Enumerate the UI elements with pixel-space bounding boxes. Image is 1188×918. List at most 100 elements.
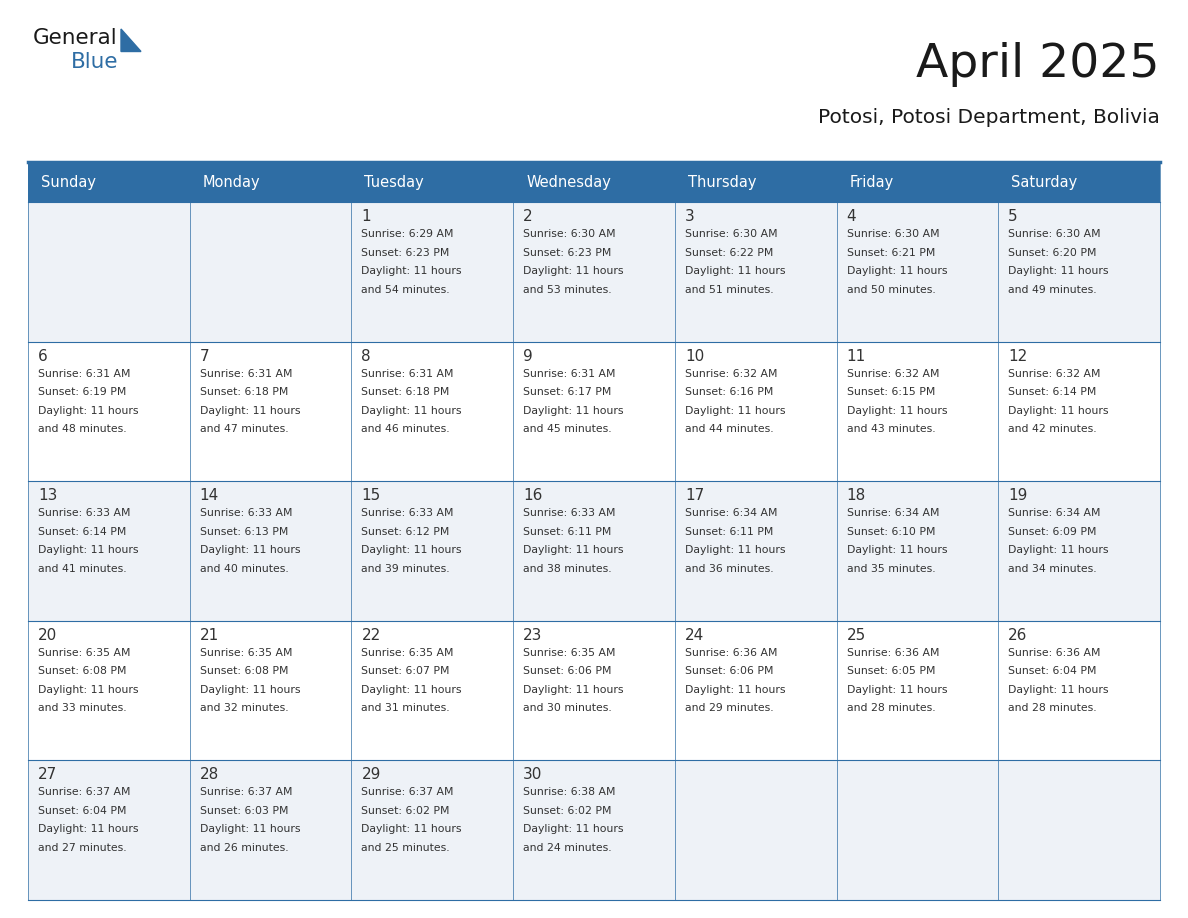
- Text: Sunrise: 6:30 AM: Sunrise: 6:30 AM: [847, 229, 940, 239]
- Text: Daylight: 11 hours: Daylight: 11 hours: [523, 266, 624, 276]
- Text: Sunset: 6:23 PM: Sunset: 6:23 PM: [361, 248, 450, 258]
- Text: Sunset: 6:18 PM: Sunset: 6:18 PM: [200, 387, 287, 397]
- Text: Blue: Blue: [71, 52, 119, 72]
- Text: Sunrise: 6:33 AM: Sunrise: 6:33 AM: [361, 509, 454, 518]
- Text: and 51 minutes.: and 51 minutes.: [684, 285, 773, 295]
- Text: Sunset: 6:05 PM: Sunset: 6:05 PM: [847, 666, 935, 677]
- Text: Sunrise: 6:37 AM: Sunrise: 6:37 AM: [200, 788, 292, 798]
- Text: Daylight: 11 hours: Daylight: 11 hours: [38, 545, 139, 555]
- Text: Daylight: 11 hours: Daylight: 11 hours: [200, 406, 301, 416]
- Text: Sunrise: 6:38 AM: Sunrise: 6:38 AM: [523, 788, 615, 798]
- Text: and 36 minutes.: and 36 minutes.: [684, 564, 773, 574]
- Text: 12: 12: [1009, 349, 1028, 364]
- Text: and 34 minutes.: and 34 minutes.: [1009, 564, 1097, 574]
- Text: Friday: Friday: [849, 174, 893, 189]
- Bar: [29, 162, 1159, 202]
- Text: Sunrise: 6:34 AM: Sunrise: 6:34 AM: [847, 509, 939, 518]
- Text: 30: 30: [523, 767, 543, 782]
- Text: 3: 3: [684, 209, 695, 224]
- Text: Sunrise: 6:32 AM: Sunrise: 6:32 AM: [847, 369, 939, 378]
- Text: Daylight: 11 hours: Daylight: 11 hours: [847, 406, 947, 416]
- Text: Sunrise: 6:37 AM: Sunrise: 6:37 AM: [361, 788, 454, 798]
- Text: and 33 minutes.: and 33 minutes.: [38, 703, 127, 713]
- Text: and 28 minutes.: and 28 minutes.: [847, 703, 935, 713]
- Text: 20: 20: [38, 628, 57, 643]
- Text: Daylight: 11 hours: Daylight: 11 hours: [38, 685, 139, 695]
- Text: Daylight: 11 hours: Daylight: 11 hours: [847, 266, 947, 276]
- Text: Sunset: 6:18 PM: Sunset: 6:18 PM: [361, 387, 450, 397]
- Text: Daylight: 11 hours: Daylight: 11 hours: [1009, 266, 1108, 276]
- Text: Daylight: 11 hours: Daylight: 11 hours: [847, 545, 947, 555]
- Text: 13: 13: [38, 488, 57, 503]
- Text: Sunset: 6:04 PM: Sunset: 6:04 PM: [1009, 666, 1097, 677]
- Text: General: General: [33, 28, 118, 48]
- Text: 16: 16: [523, 488, 543, 503]
- Text: and 48 minutes.: and 48 minutes.: [38, 424, 127, 434]
- Text: 5: 5: [1009, 209, 1018, 224]
- Text: Sunrise: 6:30 AM: Sunrise: 6:30 AM: [523, 229, 615, 239]
- Text: Sunset: 6:12 PM: Sunset: 6:12 PM: [361, 527, 450, 537]
- Text: and 44 minutes.: and 44 minutes.: [684, 424, 773, 434]
- Text: 11: 11: [847, 349, 866, 364]
- Text: 19: 19: [1009, 488, 1028, 503]
- Text: Daylight: 11 hours: Daylight: 11 hours: [38, 406, 139, 416]
- Text: Sunrise: 6:36 AM: Sunrise: 6:36 AM: [684, 648, 777, 658]
- Text: Daylight: 11 hours: Daylight: 11 hours: [361, 266, 462, 276]
- Text: 15: 15: [361, 488, 380, 503]
- Text: Sunrise: 6:36 AM: Sunrise: 6:36 AM: [1009, 648, 1101, 658]
- Text: and 53 minutes.: and 53 minutes.: [523, 285, 612, 295]
- Text: and 46 minutes.: and 46 minutes.: [361, 424, 450, 434]
- Bar: [29, 481, 1159, 621]
- Text: and 24 minutes.: and 24 minutes.: [523, 843, 612, 853]
- Text: Daylight: 11 hours: Daylight: 11 hours: [361, 545, 462, 555]
- Text: Daylight: 11 hours: Daylight: 11 hours: [361, 406, 462, 416]
- Text: 26: 26: [1009, 628, 1028, 643]
- Text: and 54 minutes.: and 54 minutes.: [361, 285, 450, 295]
- Text: Sunset: 6:14 PM: Sunset: 6:14 PM: [1009, 387, 1097, 397]
- Text: 21: 21: [200, 628, 219, 643]
- Text: Sunset: 6:17 PM: Sunset: 6:17 PM: [523, 387, 612, 397]
- Text: Daylight: 11 hours: Daylight: 11 hours: [684, 266, 785, 276]
- Text: and 50 minutes.: and 50 minutes.: [847, 285, 935, 295]
- Text: and 29 minutes.: and 29 minutes.: [684, 703, 773, 713]
- Text: and 26 minutes.: and 26 minutes.: [200, 843, 289, 853]
- Text: and 41 minutes.: and 41 minutes.: [38, 564, 127, 574]
- Text: Sunset: 6:22 PM: Sunset: 6:22 PM: [684, 248, 773, 258]
- Bar: [29, 760, 1159, 900]
- Text: Sunset: 6:15 PM: Sunset: 6:15 PM: [847, 387, 935, 397]
- Text: Daylight: 11 hours: Daylight: 11 hours: [523, 685, 624, 695]
- Text: Sunrise: 6:31 AM: Sunrise: 6:31 AM: [200, 369, 292, 378]
- Text: Sunrise: 6:32 AM: Sunrise: 6:32 AM: [1009, 369, 1101, 378]
- Text: Wednesday: Wednesday: [526, 174, 611, 189]
- Text: and 40 minutes.: and 40 minutes.: [200, 564, 289, 574]
- Text: and 42 minutes.: and 42 minutes.: [1009, 424, 1097, 434]
- Text: Sunrise: 6:33 AM: Sunrise: 6:33 AM: [523, 509, 615, 518]
- Text: 6: 6: [38, 349, 48, 364]
- Text: and 30 minutes.: and 30 minutes.: [523, 703, 612, 713]
- Text: Sunset: 6:11 PM: Sunset: 6:11 PM: [523, 527, 612, 537]
- Text: Sunset: 6:19 PM: Sunset: 6:19 PM: [38, 387, 126, 397]
- Text: Sunset: 6:02 PM: Sunset: 6:02 PM: [361, 806, 450, 816]
- Text: Sunset: 6:02 PM: Sunset: 6:02 PM: [523, 806, 612, 816]
- Text: and 27 minutes.: and 27 minutes.: [38, 843, 127, 853]
- Text: Sunset: 6:20 PM: Sunset: 6:20 PM: [1009, 248, 1097, 258]
- Text: 2: 2: [523, 209, 532, 224]
- Text: 7: 7: [200, 349, 209, 364]
- Text: Daylight: 11 hours: Daylight: 11 hours: [684, 545, 785, 555]
- Text: Daylight: 11 hours: Daylight: 11 hours: [523, 406, 624, 416]
- Text: Sunset: 6:06 PM: Sunset: 6:06 PM: [523, 666, 612, 677]
- Text: and 31 minutes.: and 31 minutes.: [361, 703, 450, 713]
- Text: Sunrise: 6:33 AM: Sunrise: 6:33 AM: [200, 509, 292, 518]
- Text: Sunset: 6:07 PM: Sunset: 6:07 PM: [361, 666, 450, 677]
- Text: Sunrise: 6:35 AM: Sunrise: 6:35 AM: [200, 648, 292, 658]
- Text: Sunrise: 6:30 AM: Sunrise: 6:30 AM: [684, 229, 777, 239]
- Bar: [29, 341, 1159, 481]
- Text: and 28 minutes.: and 28 minutes.: [1009, 703, 1097, 713]
- Text: Daylight: 11 hours: Daylight: 11 hours: [523, 545, 624, 555]
- Text: Sunset: 6:03 PM: Sunset: 6:03 PM: [200, 806, 289, 816]
- Text: Daylight: 11 hours: Daylight: 11 hours: [1009, 406, 1108, 416]
- Text: and 35 minutes.: and 35 minutes.: [847, 564, 935, 574]
- Text: Sunset: 6:08 PM: Sunset: 6:08 PM: [38, 666, 126, 677]
- Text: Sunrise: 6:36 AM: Sunrise: 6:36 AM: [847, 648, 939, 658]
- Text: and 39 minutes.: and 39 minutes.: [361, 564, 450, 574]
